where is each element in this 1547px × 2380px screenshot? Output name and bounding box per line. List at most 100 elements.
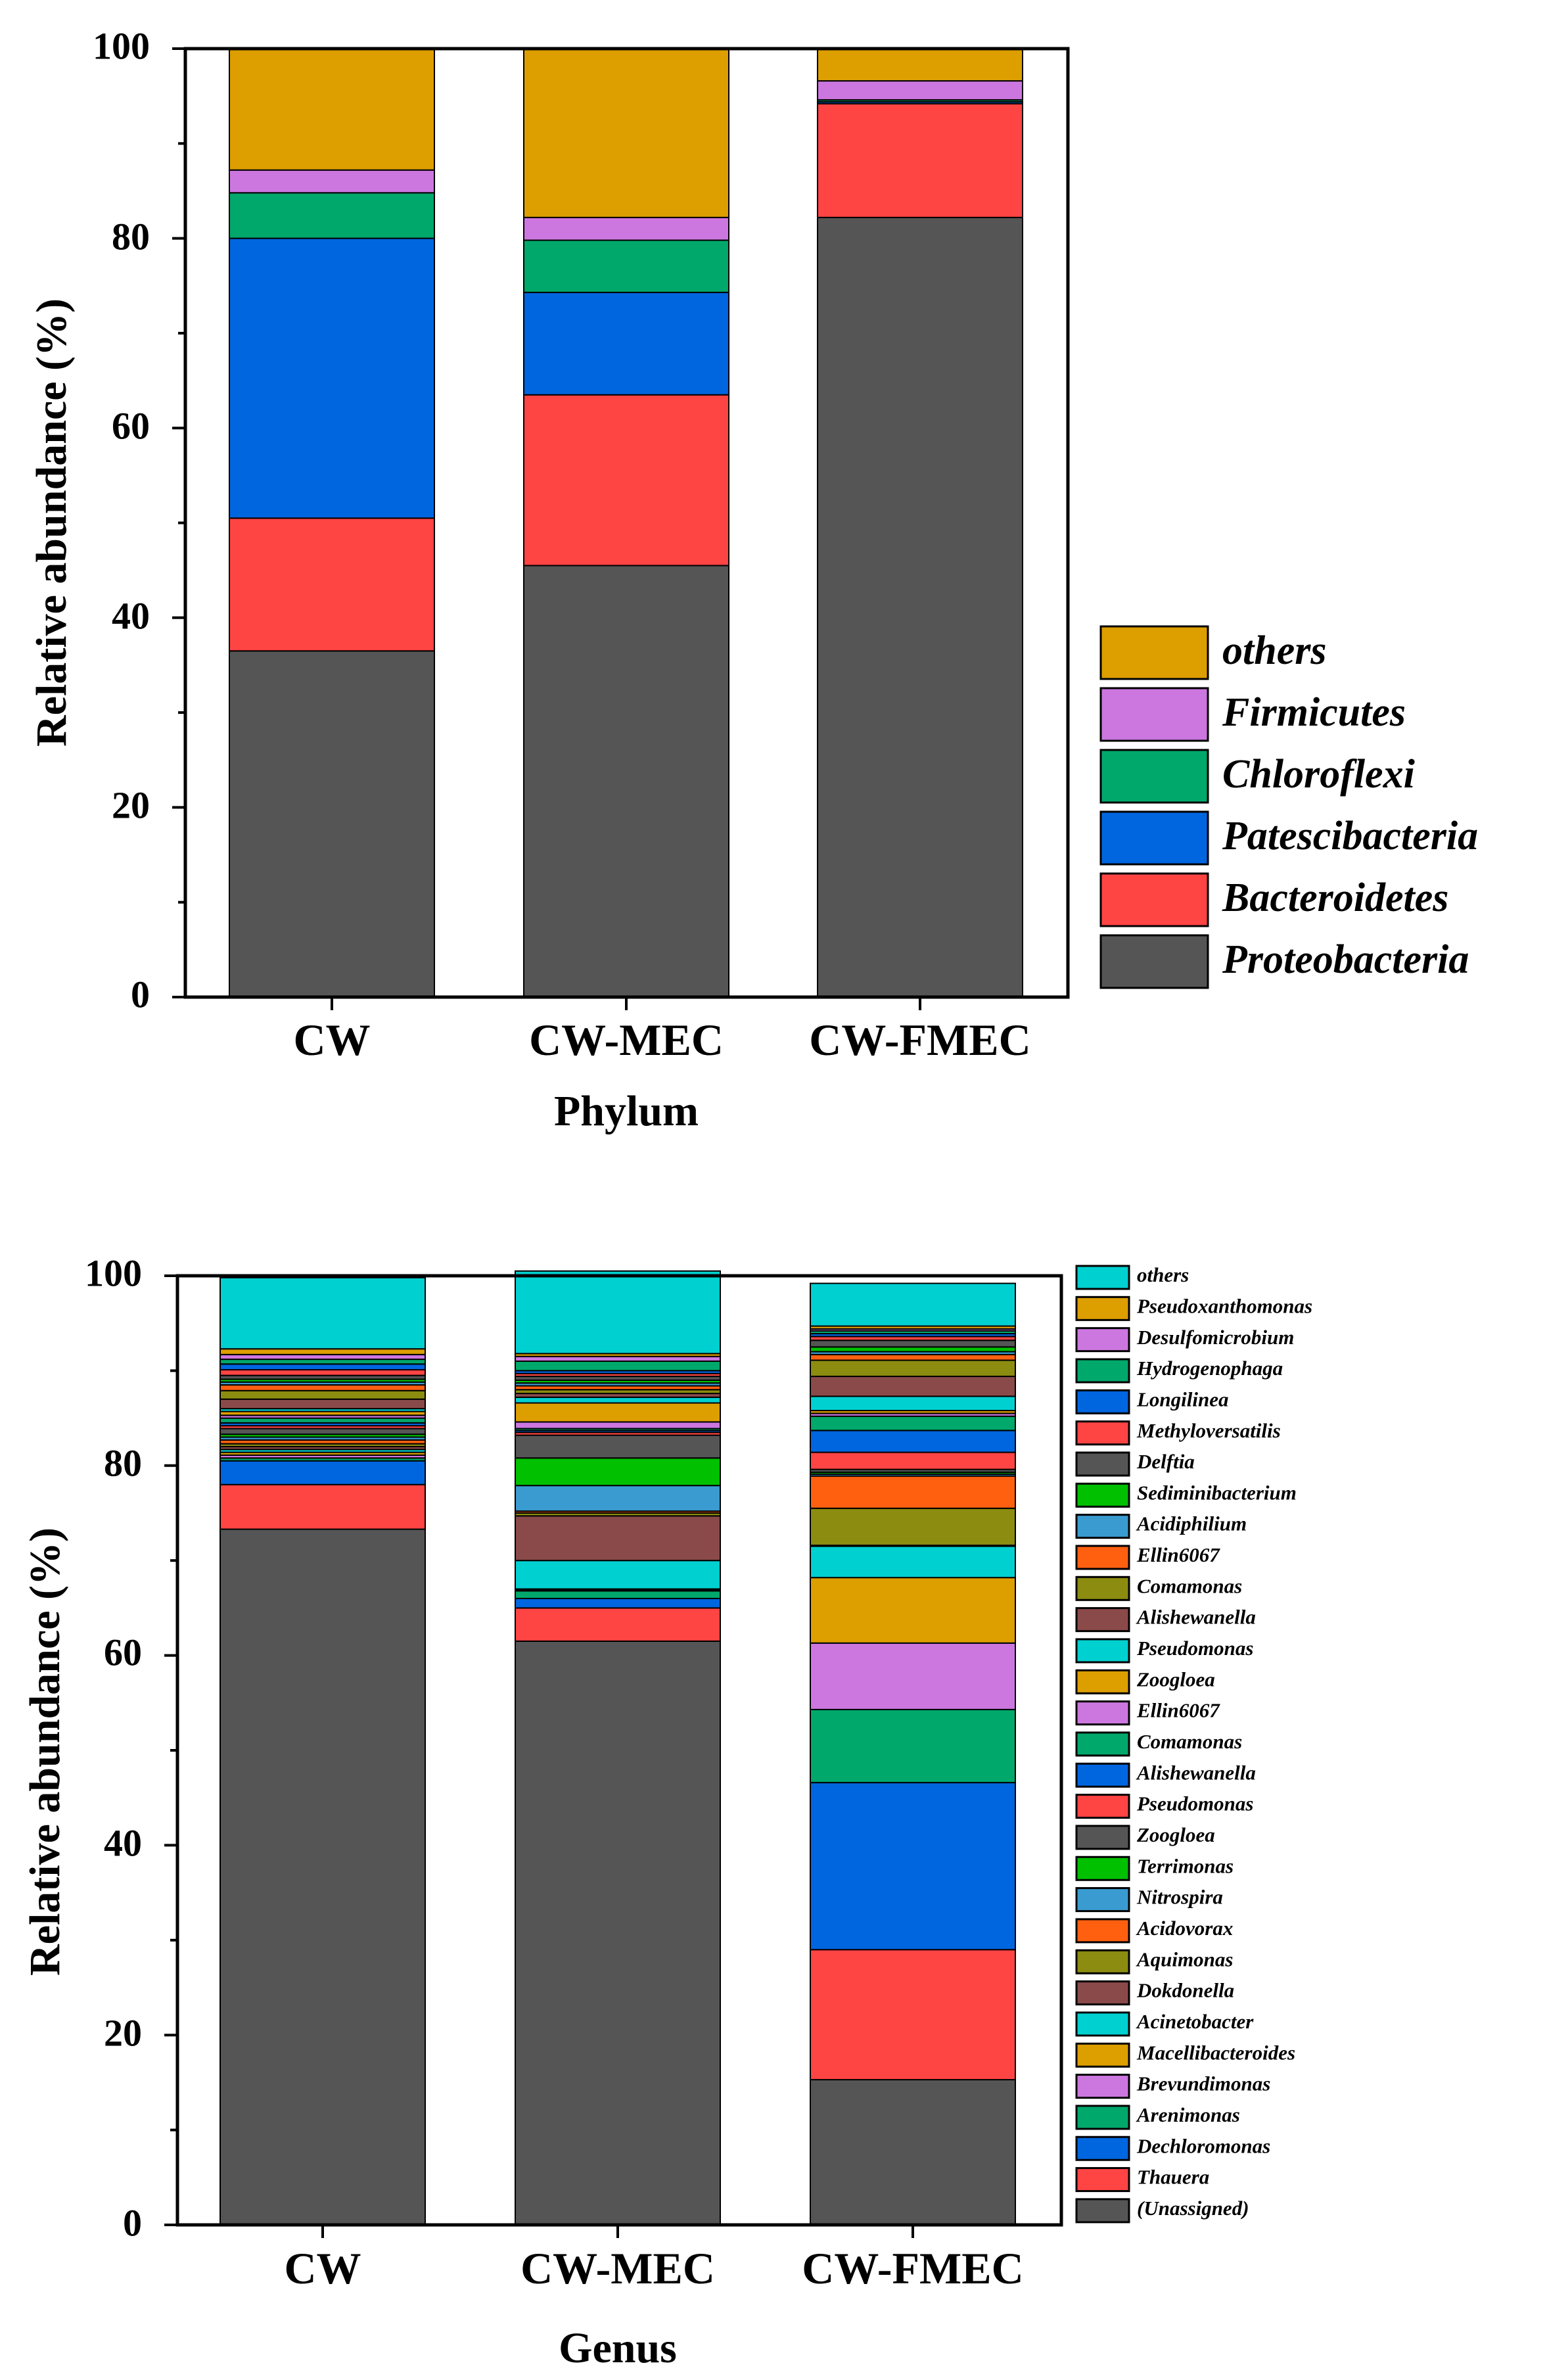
genus-bar-segment [810, 1282, 1016, 1327]
phylum-bar-segment [817, 48, 1023, 82]
phylum-legend-item: others [1099, 625, 1326, 680]
genus-ytick-label: 100 [85, 1251, 142, 1294]
genus-ytick-label: 80 [104, 1441, 142, 1484]
genus-legend-item: Pseudomonas [1075, 1792, 1253, 1819]
genus-legend-label: Alishewanella [1136, 1761, 1256, 1784]
genus-legend-swatch [1075, 1389, 1130, 1414]
phylum-bar-segment [817, 103, 1023, 218]
genus-bar-segment [515, 1515, 721, 1562]
genus-legend-item: Ellin6067 [1075, 1699, 1220, 1726]
genus-legend-item: Nitrospira [1075, 1886, 1223, 1913]
phylum-legend-swatch [1099, 687, 1209, 742]
genus-bar-segment [515, 1640, 721, 2226]
genus-legend-label: Acidiphilium [1136, 1512, 1247, 1535]
genus-legend: others Pseudoxanthomonas Desulfomicrobium H… [1075, 1263, 1312, 2224]
genus-legend-item: Comamonas [1075, 1574, 1242, 1601]
genus-legend-label: Nitrospira [1136, 1886, 1223, 1909]
phylum-ytick-label: 100 [93, 24, 150, 67]
genus-legend-swatch [1075, 1545, 1130, 1570]
genus-bar-segment [219, 1417, 426, 1424]
genus-x-ticklabels: CW CW-MEC CW-FMEC [284, 2243, 1023, 2293]
genus-ytick-label: 40 [104, 1821, 142, 1864]
phylum-legend-item: Proteobacteria [1099, 934, 1469, 989]
genus-legend-item: Arenimonas [1075, 2103, 1240, 2130]
phylum-legend-label: Patescibacteria [1222, 814, 1478, 858]
genus-legend-label: Sediminibacterium [1137, 1481, 1297, 1504]
phylum-legend-label: Chloroflexi [1222, 752, 1415, 797]
genus-legend-label: Ellin6067 [1136, 1543, 1220, 1566]
genus-legend-label: Dechloromonas [1136, 2134, 1270, 2157]
genus-bar-segment [810, 1353, 1016, 1361]
genus-bar-segment [515, 1434, 721, 1459]
phylum-legend-swatch [1099, 872, 1209, 927]
genus-bar-segment [810, 1376, 1016, 1397]
phylum-ytick-label: 40 [112, 594, 150, 637]
genus-bar-segment [810, 1949, 1016, 2081]
genus-bar-segment [219, 1398, 426, 1410]
genus-legend-label: (Unassigned) [1137, 2197, 1249, 2220]
phylum-bar-segment [229, 48, 435, 171]
phylum-x-ticklabels: CW CW-MEC CW-FMEC [293, 1015, 1030, 1065]
phylum-bar-segment [229, 517, 435, 652]
phylum-legend-item: Patescibacteria [1099, 810, 1478, 866]
genus-legend-item: Zoogloea [1075, 1823, 1215, 1850]
genus-legend-item: Dokdonella [1075, 1979, 1234, 2006]
genus-legend-label: others [1137, 1263, 1189, 1286]
genus-legend-swatch [1075, 1295, 1130, 1321]
genus-plot-area [164, 1270, 1063, 2238]
phylum-legend-item: Bacteroidetes [1099, 872, 1448, 927]
genus-legend-item: Methyloversatilis [1075, 1419, 1281, 1446]
genus-legend-swatch [1075, 1980, 1130, 2006]
genus-legend-swatch [1075, 1358, 1130, 1384]
phylum-ytick-label: 20 [112, 783, 150, 826]
genus-legend-swatch [1075, 2105, 1130, 2130]
genus-legend-swatch [1075, 1731, 1130, 1757]
genus-legend-swatch [1075, 1575, 1130, 1601]
genus-legend-swatch [1075, 2135, 1130, 2161]
phylum-bar-segment [523, 394, 729, 567]
genus-legend-swatch [1075, 1420, 1130, 1446]
genus-y-ticklabels: 0 20 40 60 80 100 [85, 1251, 142, 2244]
genus-legend-item: Macellibacteroides [1075, 2041, 1295, 2068]
genus-legend-swatch [1075, 1514, 1130, 1539]
phylum-bar-segment [523, 48, 729, 218]
genus-legend-item: Delftia [1075, 1450, 1195, 1477]
phylum-xtick-label: CW-MEC [529, 1015, 724, 1065]
genus-legend-label: Arenimonas [1136, 2103, 1240, 2126]
genus-ytick-label: 60 [104, 1631, 142, 1673]
genus-bar-segment [810, 1430, 1016, 1453]
genus-legend-item: Pseudomonas [1075, 1637, 1253, 1664]
genus-legend-item: Ellin6067 [1075, 1543, 1220, 1570]
phylum-legend-swatch [1099, 749, 1209, 804]
genus-xtick-label: CW-FMEC [802, 2243, 1023, 2293]
genus-legend-swatch [1075, 1451, 1130, 1477]
genus-bar-segment [219, 1353, 426, 1361]
genus-legend-label: Pseudoxanthomonas [1136, 1294, 1312, 1317]
genus-legend-swatch [1075, 2074, 1130, 2099]
genus-legend-item: Aquimonas [1075, 1948, 1233, 1974]
phylum-bar-segment [817, 216, 1023, 998]
phylum-y-ticklabels: 0 20 40 60 80 100 [93, 24, 150, 1015]
genus-bar-segment [810, 1545, 1016, 1579]
genus-bar-segment [219, 1359, 426, 1365]
genus-legend-label: Macellibacteroides [1136, 2041, 1295, 2064]
genus-legend-item: Acidiphilium [1075, 1512, 1247, 1539]
genus-legend-swatch [1075, 2167, 1130, 2193]
genus-legend-swatch [1075, 1825, 1130, 1850]
phylum-bar-segment [229, 237, 435, 519]
genus-legend-label: Acidovorax [1136, 1917, 1233, 1940]
genus-legend-label: Longilinea [1136, 1388, 1229, 1411]
genus-legend-item: Dechloromonas [1075, 2134, 1270, 2161]
genus-bar-segment [219, 1368, 426, 1376]
phylum-bar-segment [229, 192, 435, 239]
genus-legend-swatch [1075, 1700, 1130, 1726]
genus-bar-segment [219, 1483, 426, 1530]
genus-legend-label: Ellin6067 [1136, 1699, 1220, 1722]
phylum-xtick-label: CW [293, 1015, 370, 1065]
genus-legend-label: Acinetobacter [1136, 2010, 1254, 2033]
phylum-ytick-label: 0 [131, 973, 150, 1015]
genus-x-axis-title: Genus [559, 2324, 677, 2372]
genus-ytick-label: 0 [123, 2201, 142, 2244]
genus-legend-swatch [1075, 1794, 1130, 1819]
phylum-legend-label: Bacteroidetes [1222, 875, 1448, 920]
